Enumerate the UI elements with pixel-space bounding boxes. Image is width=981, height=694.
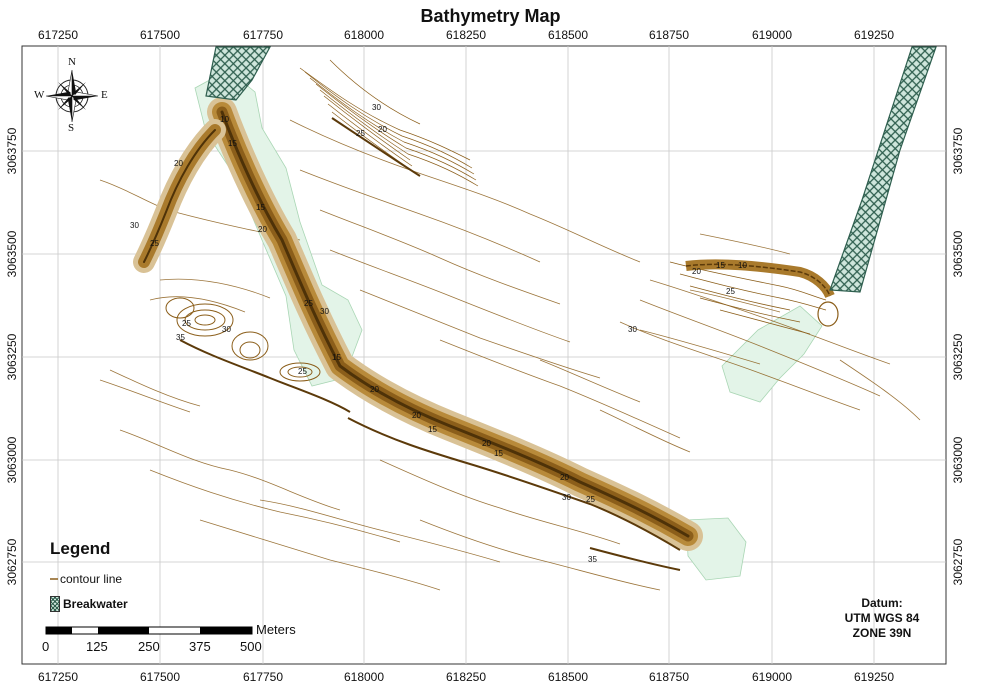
scale-label: 125 <box>86 639 108 654</box>
contour-label: 20 <box>370 385 379 394</box>
contour-label: 25 <box>150 239 159 248</box>
x-tick-bottom: 618250 <box>445 670 487 684</box>
contour-label: 25 <box>726 287 735 296</box>
y-tick-left: 3063500 <box>5 230 19 278</box>
scale-label: 375 <box>189 639 211 654</box>
upper-fan-thick-contour <box>331 117 421 177</box>
y-tick-left: 3063250 <box>5 333 19 381</box>
map-title: Bathymetry Map <box>420 6 561 26</box>
legend-breakwater-label: Breakwater <box>63 597 128 611</box>
x-tick-bottom: 618750 <box>648 670 690 684</box>
map-frame <box>21 45 947 665</box>
contour-label: 20 <box>378 125 387 134</box>
legend-contour-label: contour line <box>60 572 123 586</box>
contour-label: 30 <box>222 325 231 334</box>
compass-w: W <box>34 89 45 101</box>
x-tick-bottom: 617500 <box>139 670 181 684</box>
y-tick-right: 3063250 <box>951 333 965 381</box>
contour-label: 35 <box>176 333 185 342</box>
scale-label: 500 <box>240 639 262 654</box>
contour-label: 25 <box>304 299 313 308</box>
datum-line: ZONE 39N <box>852 626 912 640</box>
scale-label: 0 <box>42 639 50 654</box>
contour-label: 15 <box>332 353 341 362</box>
contour-label: 15 <box>256 203 265 212</box>
right-pit-contour <box>817 301 839 327</box>
left-mound-contours <box>165 297 321 382</box>
lower-edge-contour <box>347 417 681 551</box>
contour-label: 15 <box>428 425 437 434</box>
y-tick-right: 3063000 <box>951 436 965 484</box>
contour-label: 15 <box>494 449 503 458</box>
breakwater-east <box>829 46 937 293</box>
x-tick-top: 618500 <box>547 28 589 42</box>
x-tick-bottom: 618500 <box>547 670 589 684</box>
x-tick-top: 619250 <box>853 28 895 42</box>
x-tick-top: 618750 <box>648 28 690 42</box>
x-tick-top: 617500 <box>139 28 181 42</box>
scale-unit: Meters <box>256 622 296 637</box>
x-tick-bottom: 617750 <box>242 670 284 684</box>
contour-label: 30 <box>628 325 637 334</box>
y-tick-right: 3063750 <box>951 127 965 175</box>
contour-label: 15 <box>716 261 725 270</box>
x-tick-bottom: 617250 <box>37 670 79 684</box>
breakwater-swatch-icon <box>50 596 60 612</box>
datum-line: Datum: <box>861 596 903 610</box>
y-tick-left: 3063750 <box>5 127 19 175</box>
contour-label: 20 <box>692 267 701 276</box>
contour-label: 10 <box>738 261 747 270</box>
y-tick-left: 3062750 <box>5 538 19 586</box>
lower-edge-contour-2 <box>589 547 681 571</box>
y-tick-right: 3062750 <box>951 538 965 586</box>
right-fan-contours <box>669 261 827 335</box>
contour-label: 20 <box>412 411 421 420</box>
contour-label: 20 <box>482 439 491 448</box>
compass-e: E <box>101 89 108 101</box>
compass-n: N <box>68 56 76 68</box>
contour-label: 20 <box>174 159 183 168</box>
contour-label: 30 <box>372 103 381 112</box>
contour-label: 10 <box>220 115 229 124</box>
x-tick-top: 619000 <box>751 28 793 42</box>
contour-label: 20 <box>560 473 569 482</box>
compass-s: S <box>68 122 75 134</box>
contour-label: 30 <box>320 307 329 316</box>
right-channel-core <box>685 263 831 297</box>
contour-label: 25 <box>182 319 191 328</box>
contour-label: 25 <box>298 367 307 376</box>
x-tick-bottom: 618000 <box>343 670 385 684</box>
contour-label: 15 <box>228 139 237 148</box>
x-tick-bottom: 619000 <box>751 670 793 684</box>
x-tick-top: 618000 <box>343 28 385 42</box>
y-tick-left: 3063000 <box>5 436 19 484</box>
legend-title: Legend <box>50 539 111 558</box>
legend-breakwater: Breakwater <box>50 596 128 612</box>
breakwaters <box>205 46 937 293</box>
datum-box: Datum: UTM WGS 84 ZONE 39N <box>832 596 932 641</box>
contour-label: 20 <box>258 225 267 234</box>
compass-rose <box>45 69 99 123</box>
contour-label: 35 <box>588 555 597 564</box>
datum-line: UTM WGS 84 <box>844 611 920 625</box>
main-channel <box>133 97 703 551</box>
x-tick-top: 617250 <box>37 28 79 42</box>
contour-label: 25 <box>586 495 595 504</box>
breakwater-north <box>205 46 272 101</box>
contour-label: 30 <box>562 493 571 502</box>
x-tick-top: 617750 <box>242 28 284 42</box>
contour-label: 25 <box>356 129 365 138</box>
y-tick-right: 3063500 <box>951 230 965 278</box>
left-thick-contour <box>179 339 351 413</box>
x-tick-top: 618250 <box>445 28 487 42</box>
scale-label: 250 <box>138 639 160 654</box>
contour-label-group: 30 25 20 15 10 15 20 25 30 20 25 30 15 2… <box>130 103 747 564</box>
scale-bar <box>45 626 253 635</box>
x-tick-bottom: 619250 <box>853 670 895 684</box>
contour-label: 30 <box>130 221 139 230</box>
